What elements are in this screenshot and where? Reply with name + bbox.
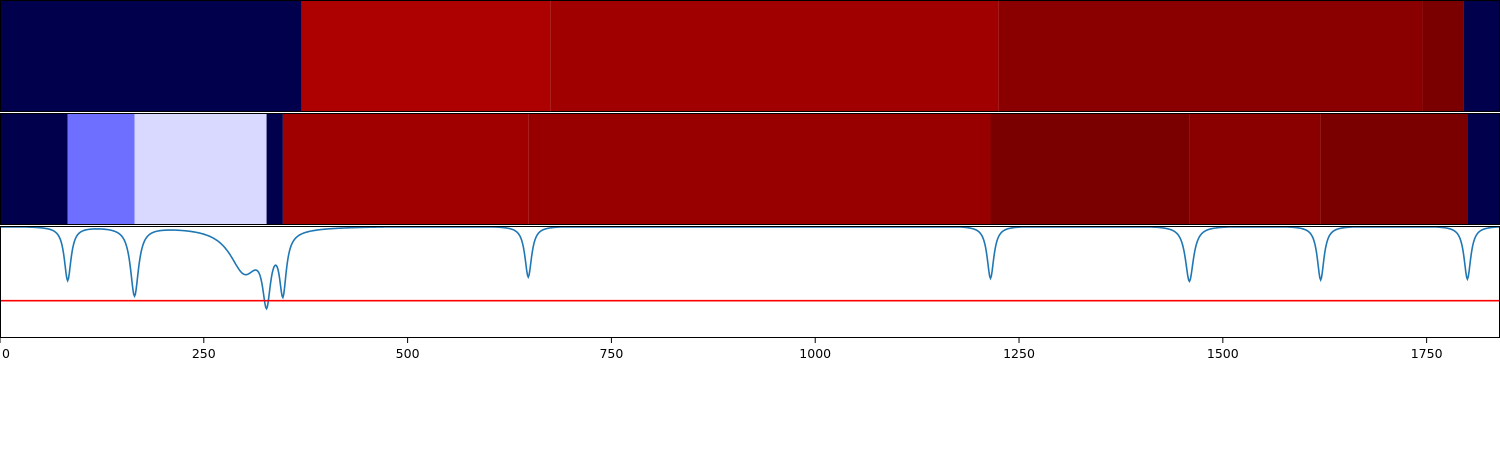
heatmap-segment: [301, 0, 551, 112]
heatmap-segment: [998, 0, 1423, 112]
x-axis: 0 250 500 750 1000 1250 1500 1750: [0, 338, 1443, 361]
x-tick-label: 1750: [1411, 346, 1443, 361]
x-tick-label: 500: [396, 346, 420, 361]
x-tick-label: 750: [599, 346, 623, 361]
x-tick-label: 1250: [1003, 346, 1035, 361]
heatmap-segment: [67, 113, 135, 225]
heatmap-segment: [266, 113, 283, 225]
heatmap-segment: [282, 113, 529, 225]
x-tick-label: 1000: [799, 346, 831, 361]
line-panel-bottom: [0, 226, 1500, 338]
x-tick-label: 0: [2, 346, 10, 361]
heatmap-segment: [0, 113, 68, 225]
heatmap-segment: [1189, 113, 1321, 225]
heatmap-segment: [1467, 113, 1500, 225]
x-tick-label: 250: [192, 346, 216, 361]
heatmap-panel-top: [0, 0, 1500, 112]
heatmap-panel-middle: [0, 113, 1500, 225]
heatmap-segment: [1422, 0, 1464, 112]
line-panel-background: [0, 226, 1500, 338]
heatmap-segment: [1320, 113, 1468, 225]
heatmap-segment: [1463, 0, 1500, 112]
heatmap-segment: [990, 113, 1190, 225]
heatmap-segment: [134, 113, 267, 225]
heatmap-segment: [528, 113, 991, 225]
heatmap-segment: [550, 0, 999, 112]
x-tick-label: 1500: [1207, 346, 1239, 361]
heatmap-segment: [0, 0, 302, 112]
